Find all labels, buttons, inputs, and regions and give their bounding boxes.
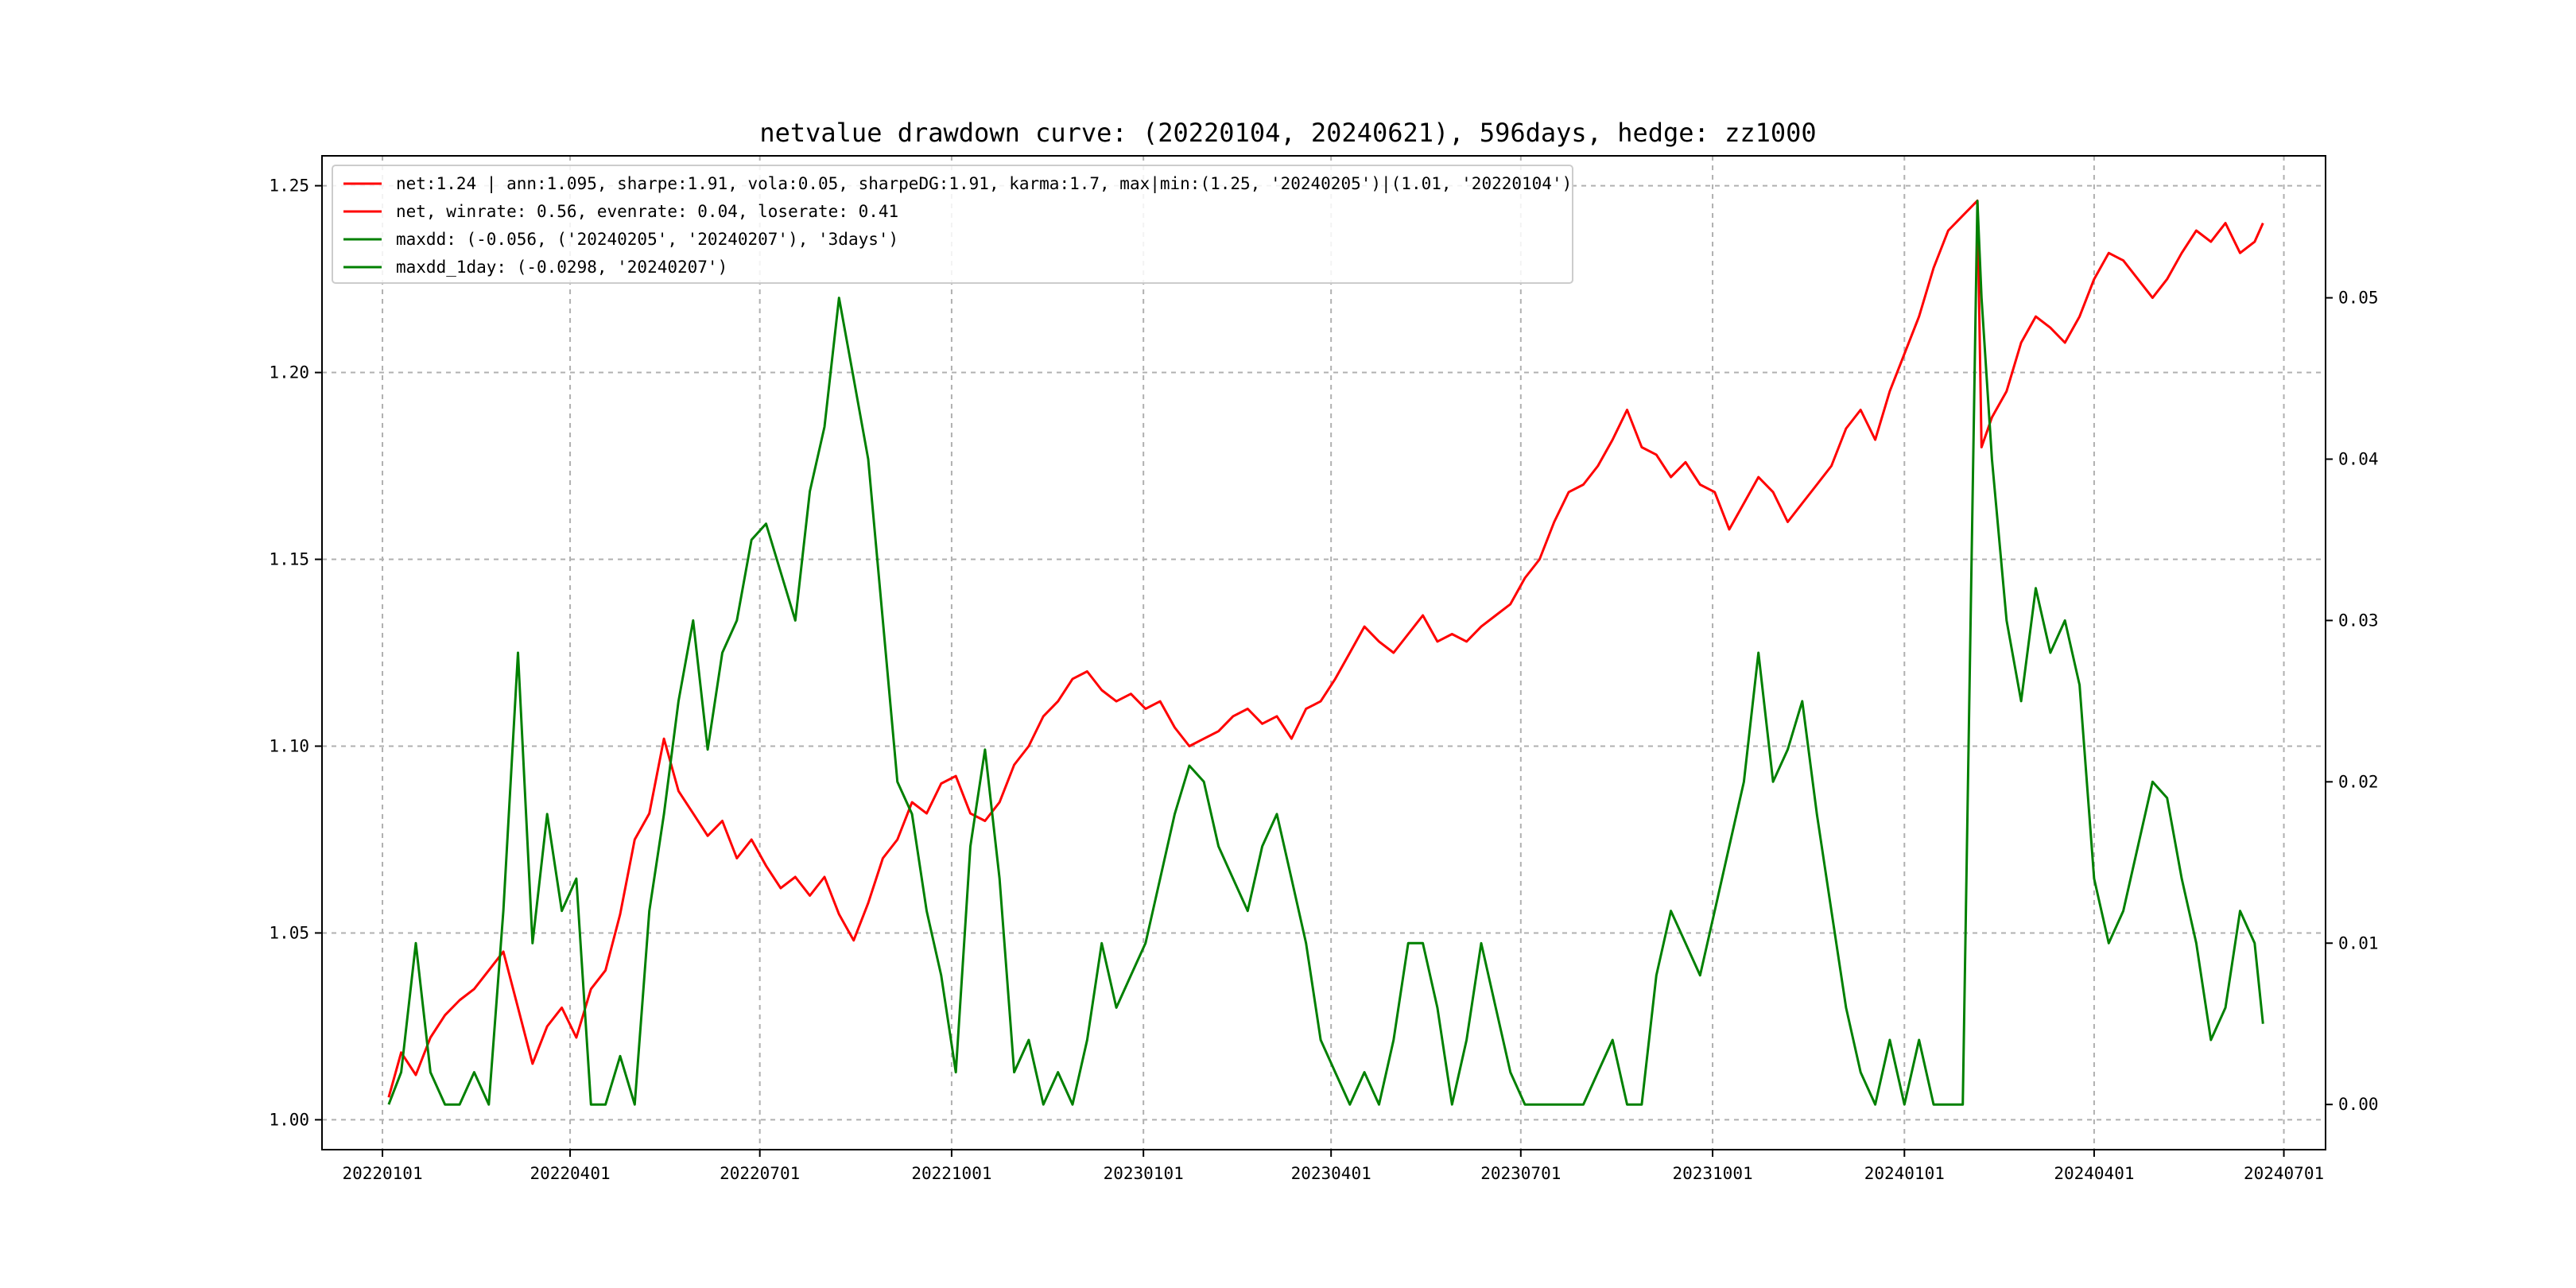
legend-label-net-winrate: net, winrate: 0.56, evenrate: 0.04, lose… <box>396 202 898 221</box>
series-line-maxdd <box>387 200 2264 1106</box>
x-tick-label: 20220101 <box>342 1164 422 1183</box>
x-tick-label: 20230701 <box>1480 1164 1561 1183</box>
x-tick-label: 20240701 <box>2244 1164 2324 1183</box>
y-right-tick-label: 0.01 <box>2338 933 2379 952</box>
series-layer <box>387 199 2264 1106</box>
y-left-tick-label: 1.20 <box>269 363 309 382</box>
x-tick-label: 20220701 <box>720 1164 800 1183</box>
x-tick-label: 20220401 <box>530 1164 610 1183</box>
legend: net:1.24 | ann:1.095, sharpe:1.91, vola:… <box>332 165 1573 284</box>
y-left-tick-label: 1.25 <box>269 177 309 196</box>
x-tick-label: 20231001 <box>1672 1164 1752 1183</box>
legend-label-net-summary: net:1.24 | ann:1.095, sharpe:1.91, vola:… <box>396 174 1572 194</box>
y-right-tick-label: 0.03 <box>2338 611 2379 630</box>
y-left-tick-label: 1.15 <box>269 550 309 569</box>
series-line-net <box>387 199 2264 1098</box>
y-right-tick-label: 0.04 <box>2338 449 2379 468</box>
x-tick-label: 20221001 <box>911 1164 991 1183</box>
y-left-tick-label: 1.10 <box>269 736 309 755</box>
x-tick-label: 20240101 <box>1864 1164 1945 1183</box>
axis-layer: 20220101 20220401 20220701 20221001 20230101… <box>269 177 2378 1183</box>
legend-frame <box>332 165 1573 284</box>
y-right-tick-label: 0.05 <box>2338 289 2379 308</box>
x-tick-label: 20230101 <box>1104 1164 1184 1183</box>
grid-layer <box>322 156 2326 1150</box>
y-right-tick-label: 0.00 <box>2338 1095 2379 1114</box>
legend-label-maxdd-1day: maxdd_1day: (-0.0298, '20240207') <box>396 258 727 277</box>
legend-label-maxdd: maxdd: (-0.056, ('20240205', '20240207')… <box>396 230 898 249</box>
chart-title: netvalue drawdown curve: (20220104, 2024… <box>759 118 1816 148</box>
y-left-tick-label: 1.05 <box>269 923 309 942</box>
x-tick-label: 20240401 <box>2054 1164 2134 1183</box>
x-tick-label: 20230401 <box>1291 1164 1371 1183</box>
y-left-tick-label: 1.00 <box>269 1110 309 1129</box>
plot-frame <box>321 155 2326 1150</box>
y-right-tick-label: 0.02 <box>2338 772 2379 791</box>
